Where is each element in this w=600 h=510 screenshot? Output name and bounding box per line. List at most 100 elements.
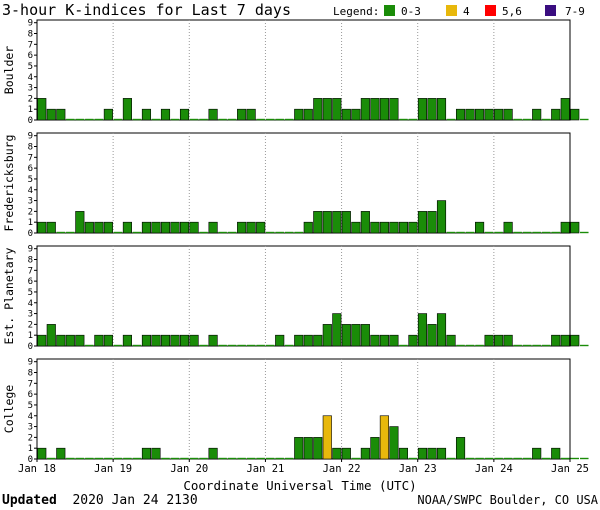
k-bar <box>333 98 342 120</box>
k-bar <box>428 448 437 459</box>
y-tick-label: 4 <box>28 412 33 422</box>
y-tick-label: 0 <box>28 116 33 126</box>
k-bar <box>123 98 132 120</box>
y-tick-label: 7 <box>28 266 33 276</box>
legend-swatch-0-3 <box>384 5 395 16</box>
k-bar <box>323 211 332 233</box>
k-bar <box>209 109 218 120</box>
y-tick-label: 9 <box>28 132 33 142</box>
updated-value: 2020 Jan 24 2130 <box>72 493 197 508</box>
k-bar <box>390 222 399 233</box>
k-bar <box>38 222 47 233</box>
k-bar <box>380 222 389 233</box>
k-bar <box>561 222 570 233</box>
k-bar <box>352 109 361 120</box>
k-bar <box>294 335 303 346</box>
y-tick-label: 4 <box>28 299 33 309</box>
k-bar <box>390 335 399 346</box>
k-bar <box>466 109 475 120</box>
panel-est-planetary: 0123456789Est. Planetary <box>2 245 589 352</box>
k-bar <box>304 109 313 120</box>
k-bar <box>85 222 94 233</box>
y-tick-label: 4 <box>28 73 33 83</box>
k-bar <box>323 416 332 459</box>
k-bar <box>561 335 570 346</box>
y-tick-label: 2 <box>28 433 33 443</box>
station-label: Est. Planetary <box>2 247 16 344</box>
k-bar <box>171 335 180 346</box>
k-bar <box>371 437 380 459</box>
panel-frame <box>37 20 570 120</box>
panel-fredericksburg: 0123456789Fredericksburg <box>2 132 589 239</box>
y-tick-label: 8 <box>28 30 33 40</box>
y-tick-label: 6 <box>28 277 33 287</box>
k-bar <box>142 448 151 459</box>
k-bar <box>323 98 332 120</box>
k-bar <box>66 335 75 346</box>
k-bar <box>437 98 446 120</box>
x-tick-label: Jan 23 <box>399 463 437 475</box>
k-bar <box>152 335 161 346</box>
x-axis: Jan 18Jan 19Jan 20Jan 21Jan 22Jan 23Jan … <box>18 459 589 475</box>
k-bar <box>437 201 446 233</box>
legend-swatch-7-9 <box>545 5 556 16</box>
k-bar <box>418 211 427 233</box>
k-bar <box>333 211 342 233</box>
k-bar <box>180 335 189 346</box>
k-bar <box>142 335 151 346</box>
k-bar <box>494 335 503 346</box>
k-bar <box>76 211 85 233</box>
k-bar <box>314 211 323 233</box>
x-tick-label: Jan 25 <box>551 463 589 475</box>
k-bar <box>57 335 66 346</box>
k-bar <box>76 335 85 346</box>
y-tick-label: 3 <box>28 84 33 94</box>
k-bar <box>390 98 399 120</box>
k-bar <box>190 335 199 346</box>
y-tick-label: 5 <box>28 288 33 298</box>
k-bar <box>304 437 313 459</box>
k-bar <box>47 222 56 233</box>
legend-label-4: 4 <box>463 5 470 18</box>
k-bar <box>152 448 161 459</box>
y-tick-label: 2 <box>28 320 33 330</box>
k-bar <box>323 324 332 346</box>
k-bar <box>551 335 560 346</box>
k-bar <box>571 335 580 346</box>
k-bar <box>104 335 113 346</box>
x-tick-label: Jan 22 <box>323 463 361 475</box>
k-bar <box>209 335 218 346</box>
x-tick-label: Jan 18 <box>18 463 56 475</box>
station-label: Boulder <box>2 46 16 95</box>
k-bar <box>342 448 351 459</box>
k-bar <box>380 416 389 459</box>
panel-frame <box>37 246 570 346</box>
legend-label-5-6: 5,6 <box>502 5 522 18</box>
k-bar <box>456 437 465 459</box>
panel-boulder: 0123456789Boulder <box>2 19 589 126</box>
k-bar <box>418 98 427 120</box>
k-bar <box>494 109 503 120</box>
k-bar <box>314 335 323 346</box>
k-bar <box>304 222 313 233</box>
k-bar <box>571 222 580 233</box>
y-tick-label: 5 <box>28 175 33 185</box>
k-bar <box>504 109 513 120</box>
k-bar <box>104 222 113 233</box>
x-tick-label: Jan 20 <box>170 463 208 475</box>
k-bar <box>418 448 427 459</box>
k-bar <box>428 98 437 120</box>
k-bar <box>171 222 180 233</box>
station-label: College <box>2 385 16 434</box>
k-bar <box>275 335 284 346</box>
y-tick-label: 6 <box>28 390 33 400</box>
k-bar <box>209 222 218 233</box>
k-bar <box>38 335 47 346</box>
k-bar <box>428 324 437 346</box>
k-bar <box>371 335 380 346</box>
k-bar <box>504 335 513 346</box>
k-bar <box>142 222 151 233</box>
updated-line: Updated 2020 Jan 24 2130 <box>2 489 198 508</box>
panel-frame <box>37 359 570 459</box>
